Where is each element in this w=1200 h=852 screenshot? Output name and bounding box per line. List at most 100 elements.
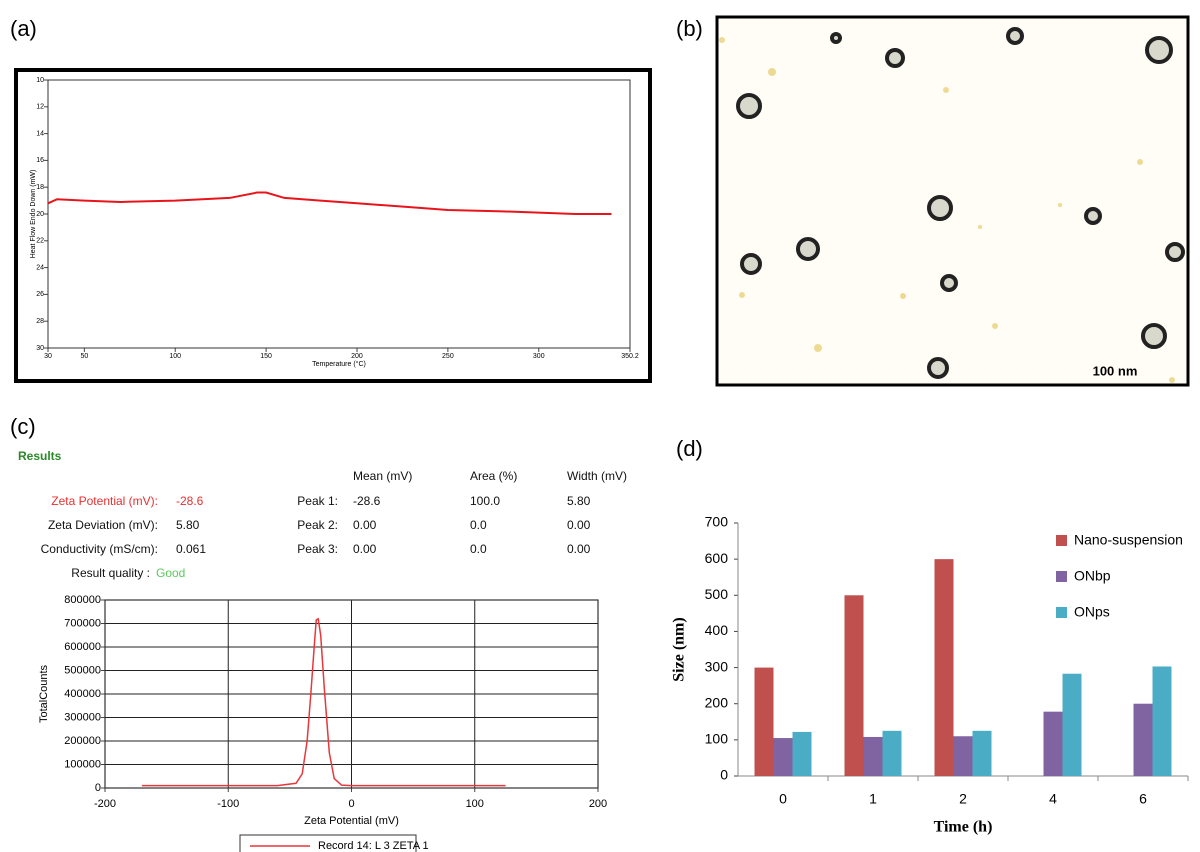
y-tick-label: 10 <box>36 77 44 84</box>
legend-label: ONbp <box>1074 568 1111 584</box>
table-cell: 0.0 <box>470 542 487 556</box>
y-tick-label: 18 <box>36 184 44 191</box>
panel-label: (d) <box>676 436 703 461</box>
x-axis-label: Temperature (°C) <box>312 360 366 368</box>
y-tick-label: 22 <box>36 238 44 245</box>
bar <box>1062 673 1082 776</box>
legend-swatch <box>1056 607 1067 618</box>
results-title: Results <box>18 449 62 463</box>
y-tick-label: 300000 <box>64 711 101 723</box>
x-tick-label: 30 <box>44 353 52 360</box>
x-axis-label: Zeta Potential (mV) <box>304 815 399 827</box>
x-tick-label: 50 <box>80 353 88 360</box>
y-tick-label: 200 <box>705 694 729 710</box>
y-tick-label: 100 <box>705 731 729 747</box>
y-tick-label: 500 <box>705 586 729 602</box>
x-tick-label: 200 <box>589 798 607 810</box>
table-rows: Peak 1: -28.6 100.0 5.80 Peak 2: 0.00 0.0 0.00 P… <box>297 494 590 556</box>
row-label: Peak 3: <box>297 542 338 556</box>
plot-frame <box>47 79 631 349</box>
bar <box>1043 711 1063 776</box>
x-tick-label: 0 <box>348 798 354 810</box>
x-tick-label: 6 <box>1139 791 1147 807</box>
panel-label: (b) <box>676 16 703 41</box>
y-tick-label: 14 <box>36 130 44 137</box>
legend-label: Record 14: L 3 ZETA 1 <box>318 840 429 852</box>
data-line <box>141 617 506 787</box>
legend-label: ONps <box>1074 604 1110 620</box>
legend-label: Nano-suspension <box>1074 532 1183 548</box>
table-header: Width (mV) <box>567 469 627 483</box>
y-tick-label: 100000 <box>64 758 101 770</box>
bar <box>754 667 774 776</box>
summary-label: Zeta Deviation (mV): <box>48 518 158 532</box>
legend-swatch <box>1056 571 1067 582</box>
table-cell: 0.00 <box>353 518 377 532</box>
table-cell: 100.0 <box>470 494 500 508</box>
y-tick-label: 400000 <box>64 688 101 700</box>
y-tick-label: 16 <box>36 157 44 164</box>
summary-label: Conductivity (mS/cm): <box>41 542 158 556</box>
y-tick-label: 500000 <box>64 664 101 676</box>
y-axis-label: TotalCounts <box>38 664 50 723</box>
summary-label: Zeta Potential (mV): <box>51 494 158 508</box>
bar <box>1152 666 1172 776</box>
x-tick-label: -200 <box>94 798 116 810</box>
y-tick-label: 400 <box>705 622 729 638</box>
image-frame <box>715 15 1190 387</box>
y-tick-label: 200000 <box>64 735 101 747</box>
x-tick-label: 350.2 <box>621 353 639 360</box>
summary-value: 5.80 <box>176 518 200 532</box>
x-tick-label: 1 <box>869 791 877 807</box>
y-tick-label: 30 <box>36 345 44 352</box>
table-cell: 0.00 <box>567 518 591 532</box>
plot-frame <box>104 599 599 789</box>
y-tick-label: 600000 <box>64 641 101 653</box>
y-tick-label: 12 <box>36 104 44 111</box>
panel-label: (c) <box>10 414 36 439</box>
table-header: Area (%) <box>470 469 517 483</box>
y-tick-label: 20 <box>36 211 44 218</box>
x-axis-label: Time (h) <box>934 819 993 836</box>
x-tick-label: 200 <box>351 353 363 360</box>
x-tick-label: 150 <box>260 353 272 360</box>
table-cell: 0.0 <box>470 518 487 532</box>
legend-swatch <box>1056 535 1067 546</box>
data-line <box>47 191 612 215</box>
bar <box>934 559 954 776</box>
bar <box>863 736 883 776</box>
legend-box <box>239 834 417 852</box>
bar <box>773 738 793 776</box>
y-tick-label: 24 <box>36 264 44 271</box>
scale-bar-label: 100 nm <box>1093 363 1138 378</box>
y-tick-label: 0 <box>95 782 101 794</box>
bar <box>792 731 812 776</box>
table-cell: 0.00 <box>353 542 377 556</box>
table-cell: -28.6 <box>353 494 381 508</box>
y-tick-label: 28 <box>36 318 44 325</box>
row-label: Peak 1: <box>297 494 338 508</box>
y-tick-label: 800000 <box>64 594 101 606</box>
quality-value: Good <box>156 566 185 580</box>
panel-label: (a) <box>10 16 37 41</box>
y-tick-label: 26 <box>36 291 44 298</box>
panel-frame <box>14 68 652 383</box>
bar <box>844 595 864 776</box>
x-tick-label: 100 <box>169 353 181 360</box>
y-axis-label: Heat Flow Endo Down (mW) <box>30 170 37 259</box>
bar <box>953 736 973 776</box>
x-tick-label: 4 <box>1049 791 1057 807</box>
micrograph: 100 nm <box>715 15 1190 387</box>
y-tick-label: 300 <box>705 658 729 674</box>
bar <box>1133 703 1153 776</box>
summary-value: -28.6 <box>176 494 204 508</box>
quality-label: Result quality : <box>71 566 150 580</box>
x-tick-label: -100 <box>217 798 239 810</box>
y-tick-label: 600 <box>705 550 729 566</box>
row-label: Peak 2: <box>297 518 338 532</box>
table-cell: 5.80 <box>567 494 591 508</box>
x-tick-label: 2 <box>959 791 967 807</box>
x-tick-label: 0 <box>779 791 787 807</box>
